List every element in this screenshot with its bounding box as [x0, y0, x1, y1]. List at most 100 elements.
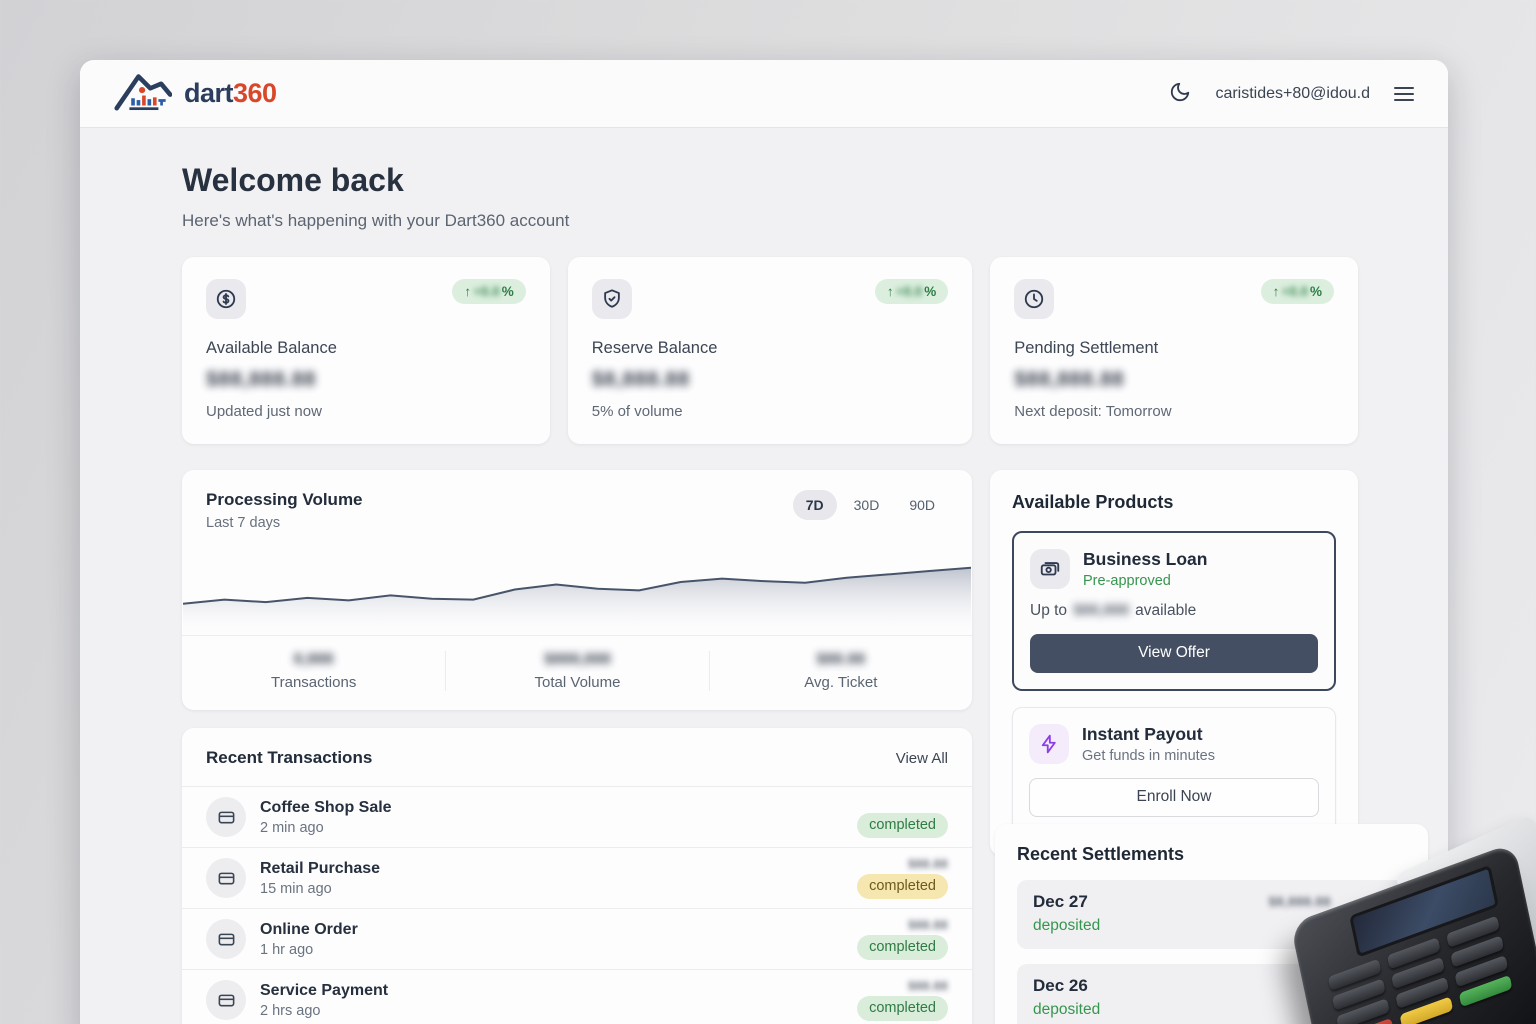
tab-7d[interactable]: 7D [792, 490, 837, 520]
transaction-amount-masked [857, 797, 948, 810]
main-column: Processing Volume Last 7 days 7D 30D 90D [182, 470, 972, 1024]
transaction-time: 15 min ago [260, 880, 332, 897]
menu-button[interactable] [1394, 86, 1414, 101]
transaction-row[interactable]: Retail Purchase 15 min ago $88.88 comple… [182, 847, 972, 908]
page-title: Welcome back [182, 162, 404, 198]
products-title: Available Products [1012, 492, 1174, 512]
status-badge: completed [857, 935, 948, 960]
stat-transactions: 8,888 Transactions [182, 651, 445, 691]
settlement-status: deposited [1033, 1001, 1101, 1018]
loan-availability: Up to $88,888 available [1030, 602, 1197, 619]
dollar-circle-icon [206, 279, 246, 319]
credit-card-icon [206, 919, 246, 959]
transaction-amount-masked: $88.88 [908, 857, 948, 871]
stat-value-masked: 8,888 [293, 651, 334, 668]
trend-value-masked: +8.8 [473, 284, 500, 299]
settlement-amount-masked: $8,888.88 [1268, 894, 1331, 909]
credit-card-icon [206, 797, 246, 837]
stat-label: Pending Settlement [1014, 339, 1159, 357]
available-products-card: Available Products Business Loan Pre-app… [990, 470, 1358, 856]
page-subtitle: Here's what's happening with your Dart36… [182, 211, 570, 230]
settlement-row[interactable]: Dec 27 deposited $8,888.88 [1017, 880, 1406, 949]
stat-note: Updated just now [206, 403, 322, 420]
banknote-icon [1030, 549, 1070, 589]
settlement-date: Dec 27 [1033, 892, 1088, 911]
settlement-date: Dec 26 [1033, 976, 1088, 995]
app-header: dart360 caristides+80@idou.d [80, 60, 1448, 128]
recent-transactions-card: Recent Transactions View All Coffee Shop… [182, 728, 972, 1024]
app-window: dart360 caristides+80@idou.d Welcome bac… [80, 60, 1448, 1024]
stat-cards-row: ↑ +8.8 % Available Balance $88,888.88 Up… [182, 257, 1358, 444]
settlements-title: Recent Settlements [1017, 844, 1185, 864]
transaction-time: 1 hr ago [260, 941, 314, 958]
business-loan-card[interactable]: Business Loan Pre-approved Up to $88,888… [1012, 531, 1336, 691]
stat-amount-masked: $8,888.88 [591, 368, 690, 391]
volume-area-chart [182, 539, 972, 635]
dark-mode-toggle[interactable] [1169, 81, 1191, 106]
stat-card-pending-settlement: ↑ +8.8 % Pending Settlement $88,888.88 N… [990, 257, 1358, 444]
moon-icon [1169, 81, 1191, 106]
transaction-row[interactable]: Coffee Shop Sale 2 min ago completed [182, 786, 972, 847]
trend-badge: ↑ +8.8 % [452, 279, 526, 304]
stat-label: Available Balance [206, 339, 337, 357]
trend-badge: ↑ +8.8 % [874, 279, 949, 304]
product-name: Instant Payout [1082, 724, 1203, 744]
range-tabs: 7D 30D 90D [792, 490, 948, 520]
status-badge: completed [857, 996, 948, 1021]
trend-value-masked: +8.8 [1281, 284, 1308, 299]
transaction-time: 2 min ago [260, 819, 324, 836]
stat-card-available-balance: ↑ +8.8 % Available Balance $88,888.88 Up… [182, 257, 550, 444]
transaction-row[interactable]: Service Payment 2 hrs ago $88.88 complet… [182, 969, 972, 1024]
instant-payout-card[interactable]: Instant Payout Get funds in minutes Enro… [1012, 707, 1336, 834]
stat-note: 5% of volume [591, 403, 683, 420]
pos-enter-key [1458, 974, 1513, 1008]
transaction-amount-masked: $88.88 [908, 918, 948, 932]
recent-settlements-card: Recent Settlements Dec 27 deposited $8,8… [995, 824, 1428, 1024]
settlement-status: deposited [1033, 917, 1101, 934]
pre-approved-label: Pre-approved [1083, 573, 1171, 589]
dart360-logo-icon [114, 70, 173, 117]
transaction-name: Online Order [260, 920, 358, 938]
view-offer-button[interactable]: View Offer [1030, 634, 1318, 673]
product-description: Get funds in minutes [1082, 748, 1215, 764]
stat-card-reserve-balance: ↑ +8.8 % Reserve Balance $8,888.88 5% of… [567, 257, 973, 444]
credit-card-icon [206, 858, 246, 898]
transaction-name: Coffee Shop Sale [260, 798, 392, 816]
product-name: Business Loan [1083, 549, 1208, 569]
brand-logo[interactable]: dart360 [114, 70, 277, 117]
side-column: Available Products Business Loan Pre-app… [990, 470, 1358, 856]
transaction-amount-masked: $88.88 [908, 979, 948, 993]
enroll-now-button[interactable]: Enroll Now [1029, 778, 1319, 817]
trend-badge: ↑ +8.8 % [1260, 279, 1334, 304]
transaction-name: Retail Purchase [260, 859, 381, 877]
user-email: caristides+80@idou.d [1215, 84, 1370, 102]
status-badge: completed [857, 812, 948, 838]
stat-total-volume: $888,888 Total Volume [445, 651, 708, 691]
stat-note: Next deposit: Tomorrow [1014, 403, 1172, 420]
transaction-row[interactable]: Online Order 1 hr ago $88.88 completed [182, 908, 972, 969]
stat-value-masked: $88.88 [816, 651, 866, 668]
lightning-bolt-icon [1029, 724, 1069, 764]
view-all-link[interactable]: View All [895, 749, 948, 767]
status-badge: completed [857, 874, 948, 899]
hamburger-icon [1394, 86, 1414, 101]
transaction-time: 2 hrs ago [260, 1002, 321, 1019]
trend-up-arrow: ↑ [886, 284, 894, 299]
stat-avg-ticket: $88.88 Avg. Ticket [708, 651, 972, 691]
processing-volume-card: Processing Volume Last 7 days 7D 30D 90D [182, 470, 972, 710]
stat-amount-masked: $88,888.88 [1014, 368, 1125, 391]
transactions-title: Recent Transactions [206, 748, 373, 767]
tab-90d[interactable]: 90D [896, 490, 948, 520]
loan-amount-masked: $88,888 [1073, 602, 1130, 619]
shield-check-icon [591, 279, 632, 319]
credit-card-icon [206, 980, 246, 1020]
trend-value-masked: +8.8 [895, 284, 923, 299]
brand-name: dart360 [184, 78, 277, 108]
tab-30d[interactable]: 30D [841, 490, 893, 520]
stat-label: Reserve Balance [591, 339, 718, 357]
trend-up-arrow: ↑ [1272, 284, 1280, 299]
volume-stats-row: 8,888 Transactions $888,888 Total Volume… [182, 635, 972, 710]
settlement-row[interactable]: Dec 26 deposited [1017, 964, 1406, 1024]
trend-up-arrow: ↑ [464, 284, 472, 299]
stat-amount-masked: $88,888.88 [206, 368, 317, 391]
